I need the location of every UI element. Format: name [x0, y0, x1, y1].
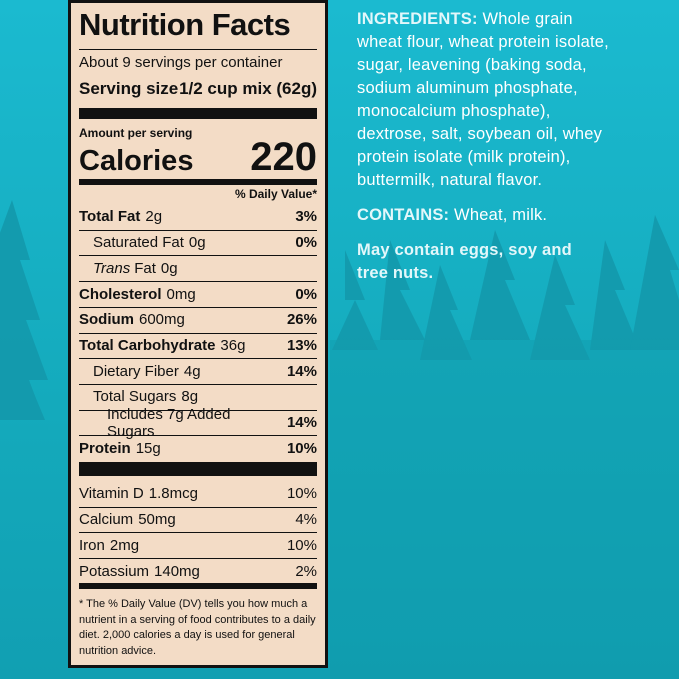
footnote: * The % Daily Value (DV) tells you how m…	[79, 598, 316, 657]
vitamin-dv: 10%	[286, 536, 317, 554]
vitamin-amount: 2mg	[109, 536, 140, 554]
nutrient-name: Cholesterol	[79, 285, 162, 303]
nutrient-amount: 0g	[188, 234, 206, 252]
vitamin-name: Iron	[79, 536, 105, 554]
nutrient-dv: 0%	[295, 285, 317, 303]
thick-divider	[79, 462, 317, 476]
vitamin-name: Calcium	[79, 511, 134, 529]
label-title: Nutrition Facts	[79, 7, 291, 42]
ingredients-label: INGREDIENTS:	[357, 10, 478, 28]
vitamin-row: Iron 2mg 10%	[79, 532, 317, 557]
calories-label: Calories	[79, 145, 194, 177]
vitamin-dv: 2%	[295, 562, 317, 580]
vitamin-name: Vitamin D	[79, 485, 144, 502]
serving-size: Serving size 1/2 cup mix (62g)	[79, 79, 317, 99]
nutrient-row: Saturated Fat 0g 0%	[79, 229, 317, 255]
vitamin-dv: 10%	[286, 485, 317, 502]
nutrient-name: Saturated Fat	[93, 234, 184, 252]
nutrient-dv: 3%	[295, 208, 317, 225]
nutrient-dv: 14%	[286, 362, 317, 380]
nutrition-label: Nutrition Facts About 9 servings per con…	[68, 0, 328, 668]
contains: CONTAINS: Wheat, milk.	[357, 204, 619, 227]
amount-per-serving: Amount per serving	[79, 126, 193, 140]
nutrient-row: Cholesterol 0mg 0%	[79, 281, 317, 306]
nutrient-dv: 0%	[295, 234, 317, 252]
nutrient-row: Trans Fat 0g	[79, 255, 317, 280]
vitamin-row: Calcium 50mg 4%	[79, 506, 317, 532]
nutrient-row: Total Fat 2g 3%	[79, 204, 317, 229]
nutrient-amount: 0g	[160, 259, 178, 277]
thick-divider	[79, 108, 317, 119]
nutrient-amount: 2g	[145, 208, 163, 225]
ingredients-text: Whole grain wheat flour, wheat protein i…	[357, 10, 609, 189]
divider	[79, 49, 317, 50]
nutrient-dv: 10%	[286, 439, 317, 457]
nutrient-amount: 15g	[135, 439, 161, 457]
nutrient-amount: 8g	[181, 388, 199, 406]
medium-divider	[79, 179, 317, 185]
nutrient-name: Dietary Fiber	[93, 362, 179, 380]
ingredients: INGREDIENTS: Whole grain wheat flour, wh…	[357, 8, 619, 192]
nutrient-row: Protein 15g 10%	[79, 435, 317, 460]
calories: Calories 220	[79, 135, 317, 180]
vitamin-row: Potassium 140mg 2%	[79, 558, 317, 583]
vitamin-row: Vitamin D 1.8mcg 10%	[79, 481, 317, 506]
may-contain: May contain eggs, soy and tree nuts.	[357, 241, 572, 282]
nutrient-name: Total Sugars	[93, 388, 177, 406]
vitamin-amount: 50mg	[138, 511, 176, 529]
nutrient-name: Total Carbohydrate	[79, 337, 216, 354]
nutrient-dv: 13%	[286, 337, 317, 354]
vitamin-dv: 4%	[295, 511, 317, 529]
nutrient-name: Fat	[134, 259, 156, 277]
ingredients-panel: INGREDIENTS: Whole grain wheat flour, wh…	[357, 8, 619, 297]
nutrient-amount: 36g	[220, 337, 246, 354]
nutrient-amount: 0mg	[166, 285, 196, 303]
contains-label: CONTAINS:	[357, 206, 450, 224]
servings: About 9 servings per container	[79, 54, 283, 71]
nutrient-name: Protein	[79, 439, 131, 457]
nutrient-row: Dietary Fiber 4g 14%	[79, 358, 317, 383]
calories-value: 220	[250, 135, 317, 179]
daily-value-header: % Daily Value*	[234, 187, 317, 201]
medium-divider	[79, 583, 317, 589]
nutrient-row: Total Carbohydrate 36g 13%	[79, 332, 317, 358]
nutrient-row: Includes 7g Added Sugars 14%	[79, 406, 317, 440]
nutrient-name: Sodium	[79, 311, 134, 329]
vitamin-amount: 140mg	[154, 562, 200, 580]
nutrient-row: Total Sugars 8g	[79, 383, 317, 409]
vitamin-amount: 1.8mcg	[148, 485, 198, 502]
contains-text: Wheat, milk.	[454, 206, 548, 224]
serving-size-value: 1/2 cup mix (62g)	[179, 79, 317, 98]
nutrient-row: Sodium 600mg 26%	[79, 306, 317, 332]
nutrient-prefix: Trans	[93, 259, 131, 277]
nutrient-dv: 26%	[286, 311, 317, 329]
serving-size-label: Serving size	[79, 79, 179, 98]
nutrient-amount: 4g	[183, 362, 201, 380]
vitamin-name: Potassium	[79, 562, 150, 580]
nutrient-name: Total Fat	[79, 208, 141, 225]
nutrient-dv: 14%	[286, 414, 317, 432]
nutrient-amount: 600mg	[139, 311, 185, 329]
